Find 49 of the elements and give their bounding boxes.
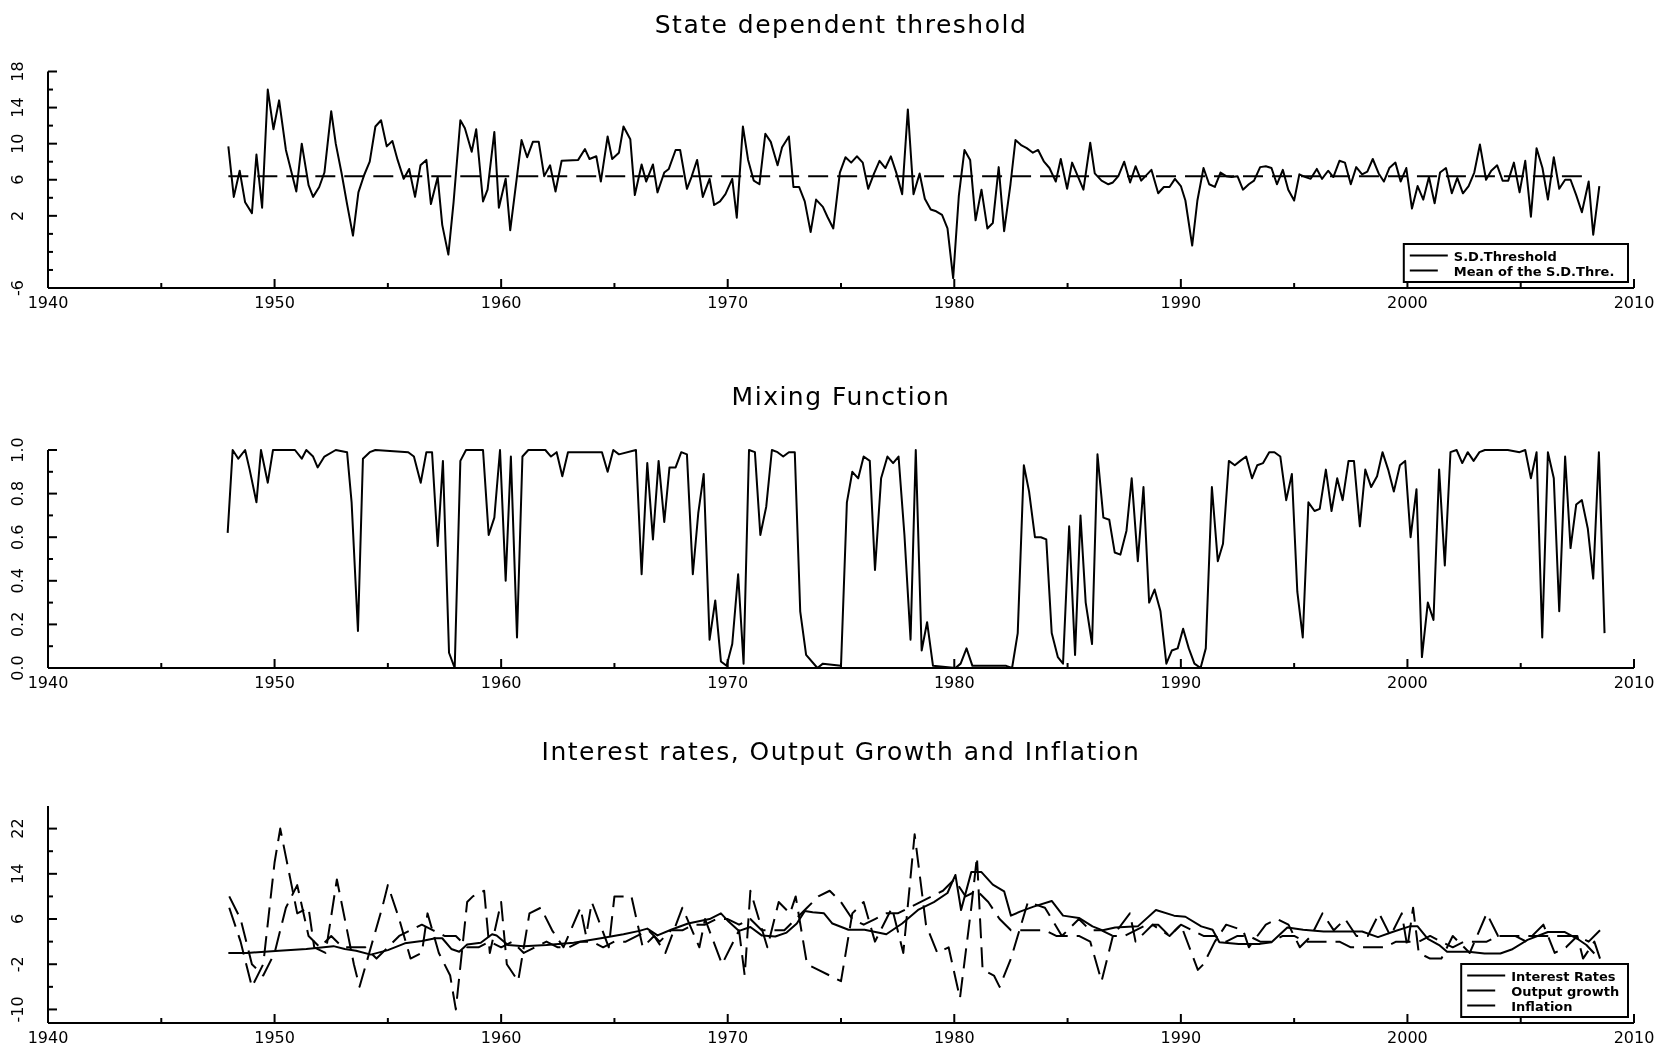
chart-title: Mixing Function (731, 382, 951, 411)
chart-title: Interest rates, Output Growth and Inflation (541, 737, 1141, 766)
x-tick-label: 1980 (933, 1028, 975, 1047)
y-tick-label: 0.6 (8, 524, 27, 550)
x-tick-label: 1970 (707, 1028, 749, 1047)
y-tick-label: -2 (8, 956, 27, 973)
y-tick-label: 18 (8, 61, 27, 82)
y-tick-label: 0.2 (8, 611, 27, 638)
y-tick-label: 6 (8, 913, 27, 925)
y-tick-label: 10 (8, 133, 27, 154)
x-tick-label: 1970 (707, 293, 749, 312)
y-tick-label: 2 (8, 210, 27, 221)
x-tick-label: 1970 (707, 673, 749, 692)
y-tick-label: 0.0 (8, 655, 27, 681)
x-tick-label: 1940 (27, 673, 69, 692)
x-tick-label: 1940 (27, 1028, 69, 1047)
y-tick-label: 0.4 (8, 568, 27, 594)
x-tick-label: 1950 (254, 293, 295, 312)
x-tick-label: 1980 (933, 293, 975, 312)
x-tick-label: 1960 (480, 1028, 522, 1047)
legend-label: S.D.Threshold (1453, 248, 1557, 264)
x-tick-label: 1990 (1160, 673, 1202, 692)
x-tick-label: 2010 (1613, 1028, 1655, 1047)
x-tick-label: 2000 (1387, 293, 1428, 312)
y-tick-label: 14 (8, 863, 27, 884)
x-tick-label: 2000 (1387, 673, 1428, 692)
y-tick-label: 1.0 (8, 437, 27, 463)
legend-label: Inflation (1511, 998, 1573, 1014)
legend-label: Interest Rates (1511, 968, 1616, 984)
chart-title: State dependent threshold (654, 10, 1028, 39)
x-tick-label: 1990 (1160, 293, 1202, 312)
x-tick-label: 2010 (1613, 293, 1655, 312)
y-tick-label: 22 (8, 818, 27, 839)
x-tick-label: 1960 (480, 293, 522, 312)
x-tick-label: 2000 (1387, 1028, 1428, 1047)
x-tick-label: 1950 (254, 1028, 295, 1047)
y-tick-label: -6 (8, 280, 27, 296)
legend-label: Mean of the S.D.Thre. (1453, 263, 1615, 279)
legend-label: Output growth (1511, 983, 1620, 999)
y-tick-label: 6 (8, 174, 27, 185)
x-tick-label: 1990 (1160, 1028, 1202, 1047)
x-tick-label: 1940 (27, 293, 69, 312)
y-tick-label: 14 (8, 97, 27, 118)
y-tick-label: -10 (8, 996, 27, 1023)
x-tick-label: 1960 (480, 673, 522, 692)
x-tick-label: 1950 (254, 673, 295, 692)
x-tick-label: 1980 (933, 673, 975, 692)
x-tick-label: 2010 (1613, 673, 1655, 692)
y-tick-label: 0.8 (8, 480, 27, 507)
